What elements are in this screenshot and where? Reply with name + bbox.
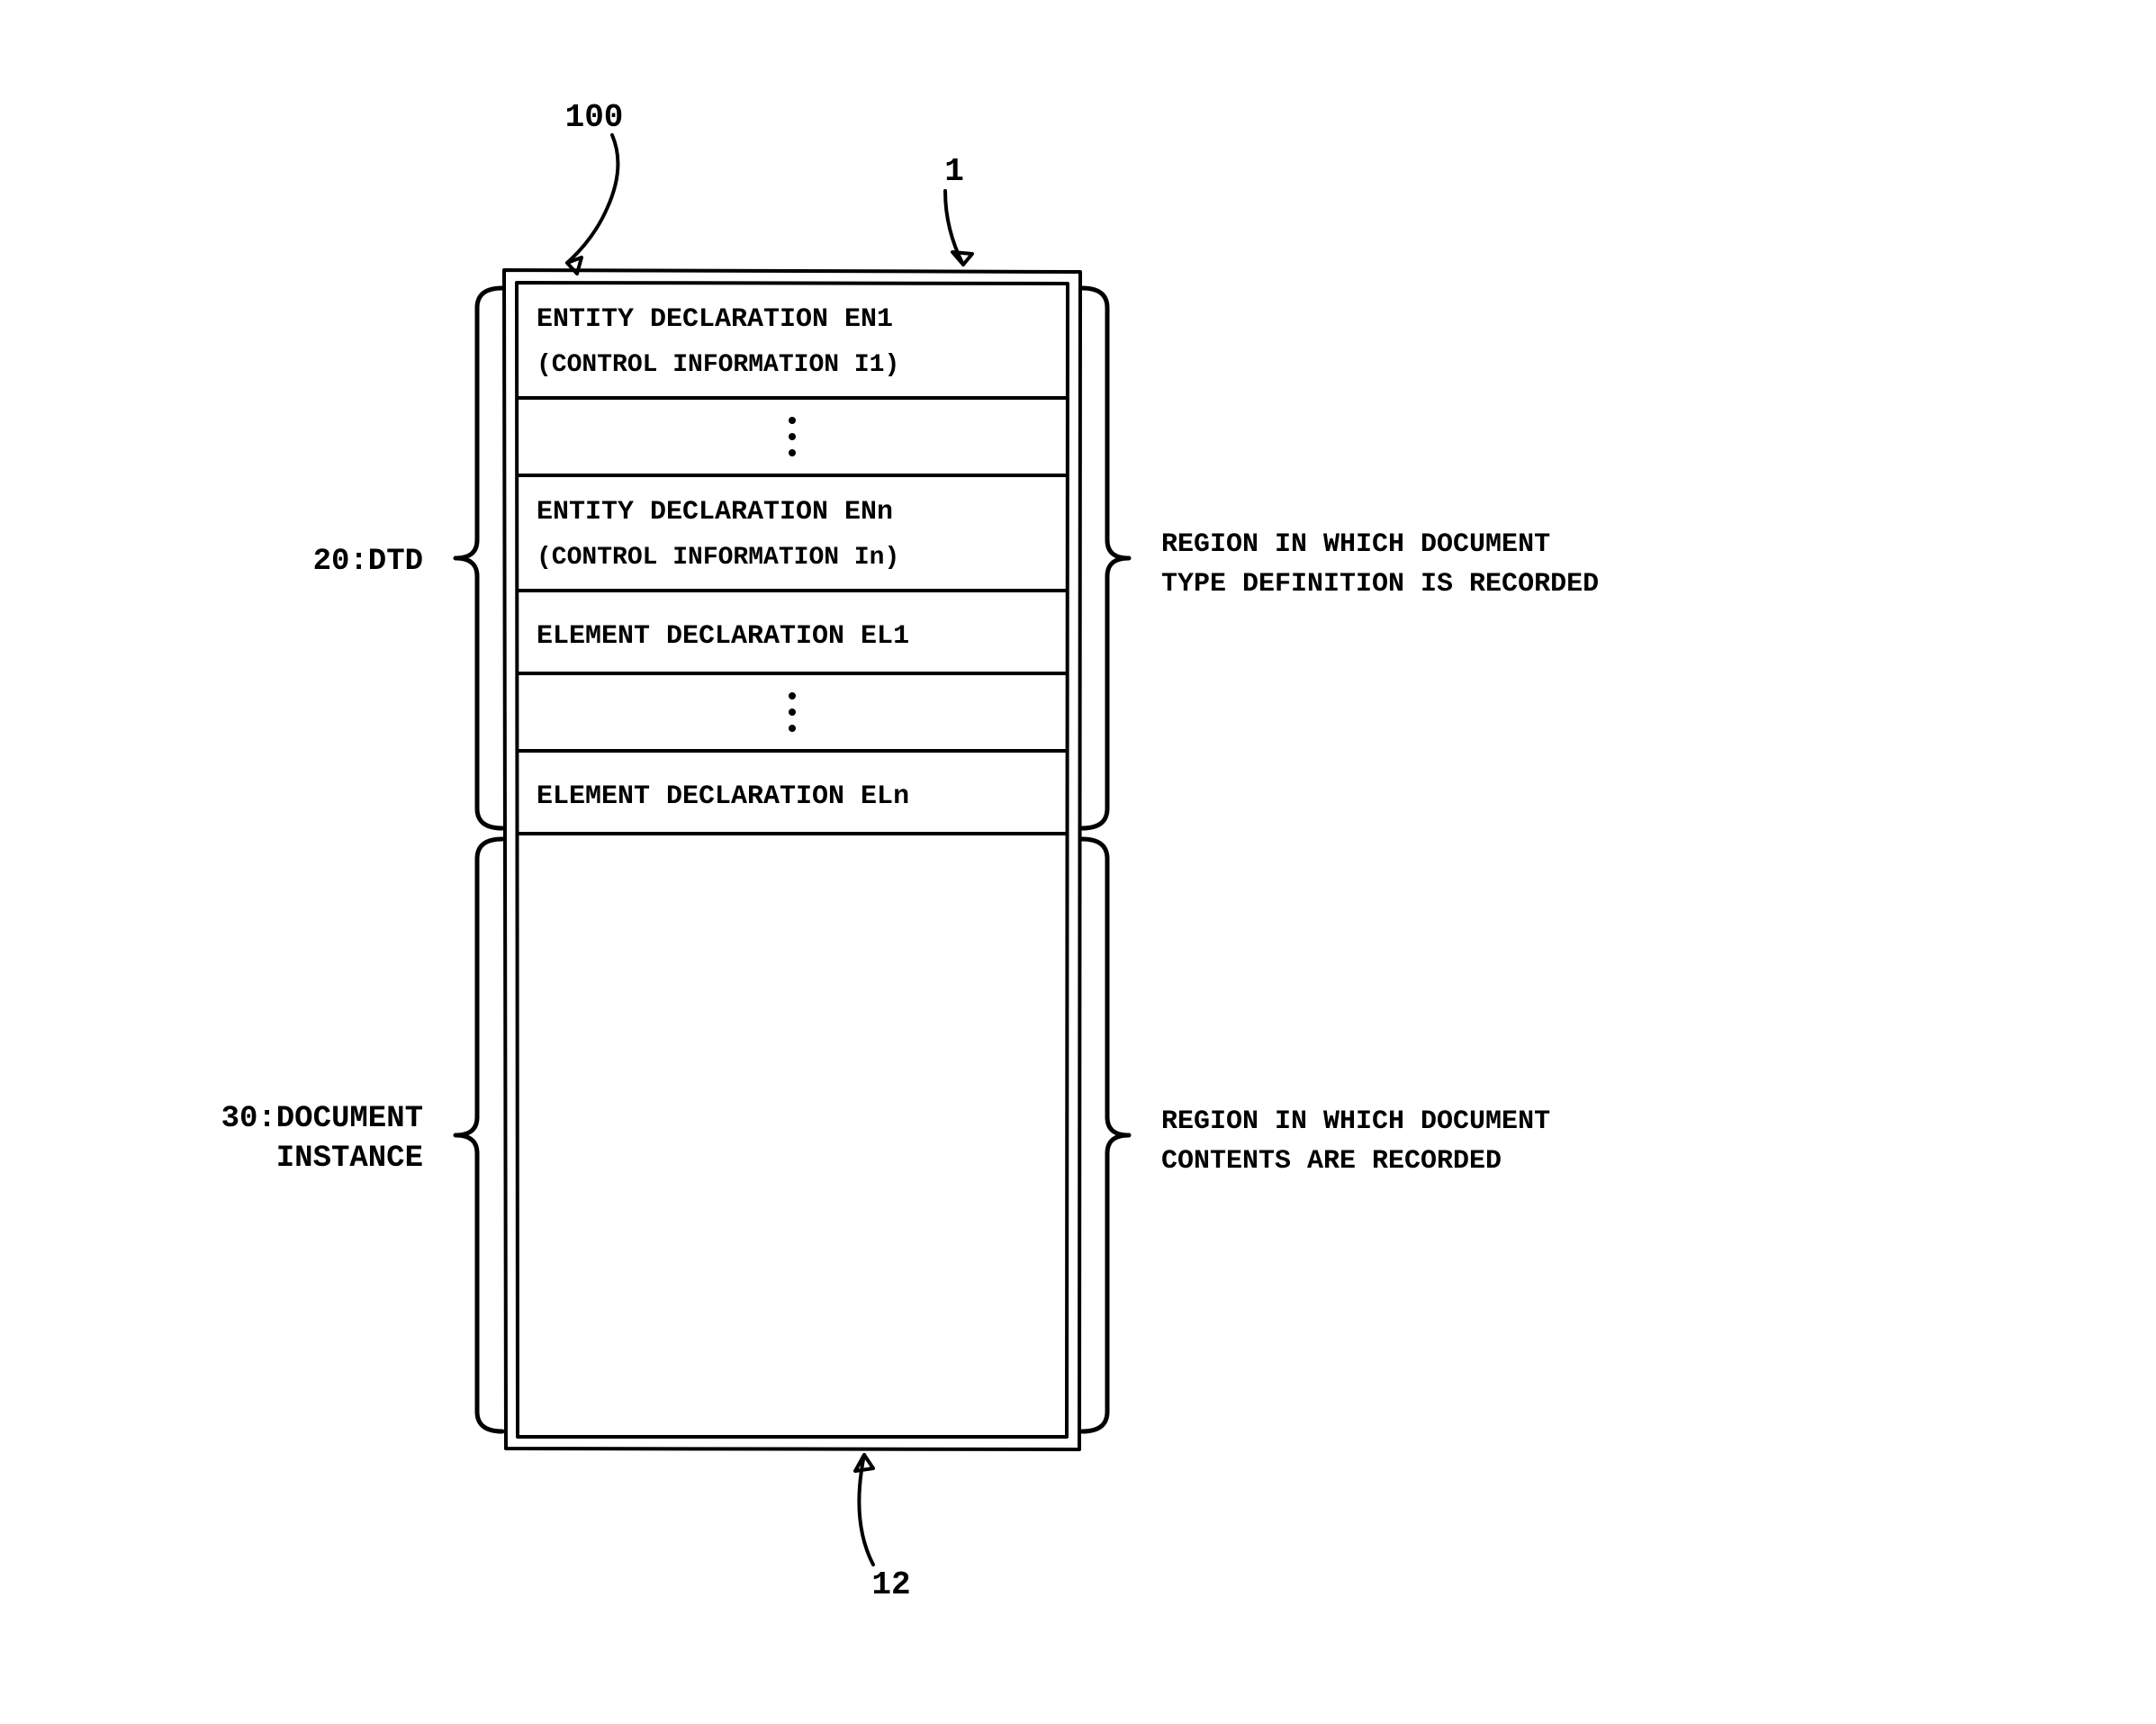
vdots-1 — [789, 449, 796, 456]
pointer-1-head — [952, 252, 972, 265]
brace-left-dtd — [456, 288, 502, 828]
label-dtd: 20:DTD — [313, 545, 423, 579]
vdots-1 — [789, 433, 796, 440]
vdots-4 — [789, 725, 796, 732]
cell-0-line2: (CONTROL INFORMATION I1) — [537, 351, 899, 379]
pointer-100 — [567, 135, 618, 263]
cell-2-line2: (CONTROL INFORMATION In) — [537, 544, 899, 572]
outer-box — [504, 270, 1080, 1449]
brace-right-instance — [1082, 839, 1129, 1431]
desc-dtd-0: REGION IN WHICH DOCUMENT — [1161, 529, 1550, 560]
cell-0-line1: ENTITY DECLARATION EN1 — [537, 304, 893, 335]
vdots-1 — [789, 417, 796, 424]
brace-left-instance — [456, 839, 502, 1431]
ref-1: 1 — [944, 153, 964, 190]
diagram-root: ENTITY DECLARATION EN1 (CONTROL INFORMATI… — [0, 0, 2156, 1724]
brace-right-dtd — [1082, 288, 1129, 828]
cell-2-line1: ENTITY DECLARATION ENn — [537, 497, 893, 528]
ref-12: 12 — [871, 1566, 910, 1603]
ref-100: 100 — [565, 99, 624, 136]
label-instance-0: 30:DOCUMENT — [221, 1102, 423, 1136]
cell-5-line1: ELEMENT DECLARATION ELn — [537, 781, 909, 812]
vdots-4 — [789, 709, 796, 716]
desc-instance-1: CONTENTS ARE RECORDED — [1161, 1146, 1502, 1177]
vdots-4 — [789, 692, 796, 700]
label-instance-1: INSTANCE — [276, 1142, 423, 1176]
desc-instance-0: REGION IN WHICH DOCUMENT — [1161, 1106, 1550, 1137]
desc-dtd-1: TYPE DEFINITION IS RECORDED — [1161, 569, 1599, 600]
cell-3-line1: ELEMENT DECLARATION EL1 — [537, 621, 909, 652]
